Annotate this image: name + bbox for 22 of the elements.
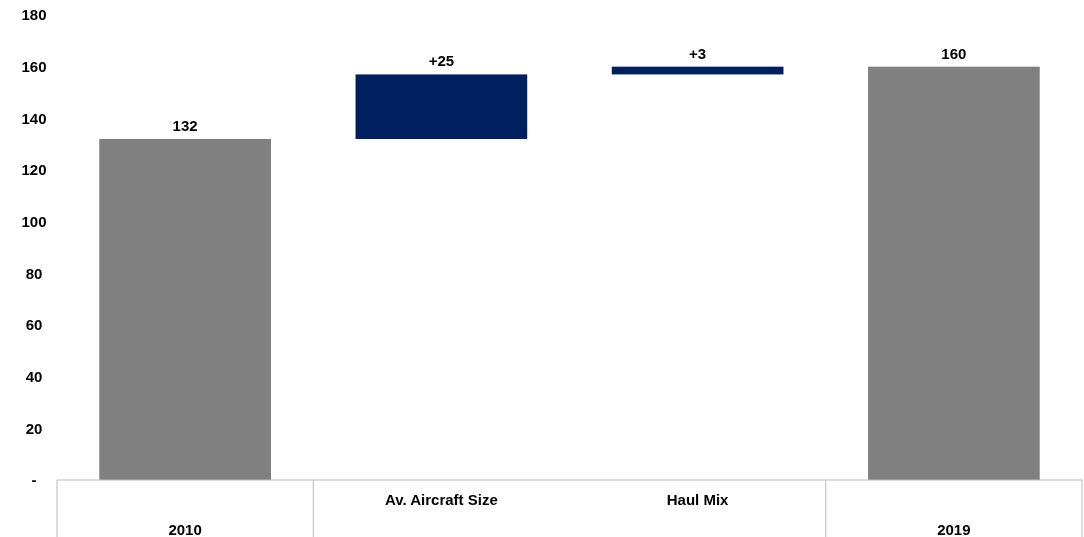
bar xyxy=(868,66,1040,480)
y-tick-label: 140 xyxy=(21,109,47,127)
y-tick-label: 120 xyxy=(21,161,47,179)
x-tick-label: 2010 xyxy=(168,521,202,537)
y-tick-label: 160 xyxy=(21,57,47,75)
x-tick-label: Haul Mix xyxy=(666,491,730,509)
y-tick-label: 60 xyxy=(25,316,43,334)
y-tick-label: 180 xyxy=(21,6,47,24)
bar xyxy=(611,66,784,75)
y-tick-label: 100 xyxy=(21,212,47,230)
y-tick-label: - xyxy=(31,471,37,489)
data-label: +25 xyxy=(428,52,455,70)
bar xyxy=(355,74,528,139)
y-tick-label: 40 xyxy=(25,367,43,385)
y-tick-label: 20 xyxy=(25,419,43,437)
x-tick-label: Av. Aircraft Size xyxy=(384,491,498,509)
data-label: 160 xyxy=(941,44,967,62)
bar xyxy=(99,139,271,480)
x-tick-label: 2019 xyxy=(937,521,971,537)
data-label: +3 xyxy=(689,44,707,62)
data-label: 132 xyxy=(172,117,198,134)
y-tick-label: 80 xyxy=(25,264,43,282)
